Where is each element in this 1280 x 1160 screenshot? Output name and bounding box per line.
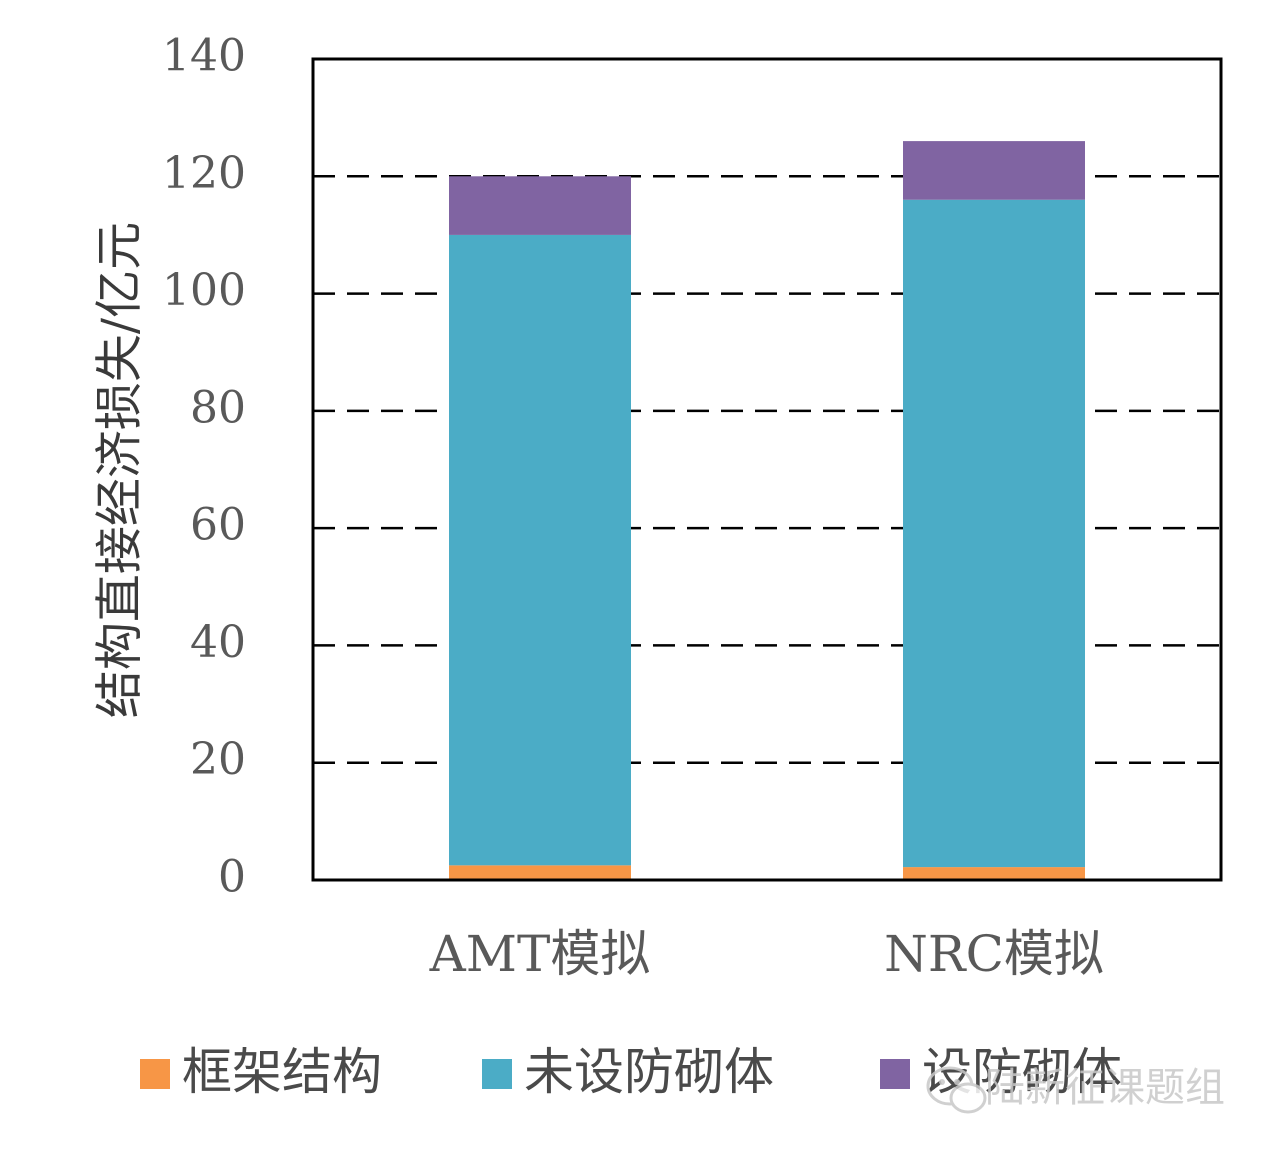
plot-frame: [311, 57, 1223, 882]
x-category-label: NRC模拟: [884, 925, 1104, 983]
y-tick-label: 120: [162, 148, 246, 199]
legend-label: 框架结构: [182, 1043, 382, 1101]
legend-item: 未设防砌体: [482, 1043, 774, 1101]
legend-label: 未设防砌体: [524, 1043, 774, 1101]
bars: [449, 141, 1085, 880]
x-category-labels: AMT模拟 NRC模拟: [429, 925, 1104, 983]
y-tick-label: 60: [190, 500, 246, 551]
x-category-label: AMT模拟: [429, 925, 651, 983]
y-tick-labels: 0 20 40 60 80 100 120 140: [162, 31, 246, 903]
bar-segment: [903, 199, 1085, 868]
y-tick-label: 100: [162, 265, 246, 316]
y-tick-label: 140: [162, 31, 246, 82]
y-axis-label: 结构直接经济损失/亿元: [92, 222, 148, 718]
bar-segment: [449, 234, 631, 866]
bar-segment: [903, 867, 1085, 880]
watermark-text: 陆新征课题组: [985, 1065, 1225, 1111]
y-tick-label: 40: [190, 617, 246, 668]
legend-item: 框架结构: [140, 1043, 382, 1101]
legend-swatch: [482, 1059, 512, 1089]
watermark: 陆新征课题组: [926, 1065, 1225, 1114]
y-tick-label: 20: [190, 734, 246, 785]
y-tick-label: 0: [218, 852, 246, 903]
legend-swatch: [880, 1059, 910, 1089]
legend-swatch: [140, 1059, 170, 1089]
bar-segment: [903, 141, 1085, 200]
bar-segment: [449, 865, 631, 880]
y-tick-label: 80: [190, 382, 246, 433]
bar-segment: [449, 176, 631, 235]
wechat-icon: [926, 1066, 987, 1114]
